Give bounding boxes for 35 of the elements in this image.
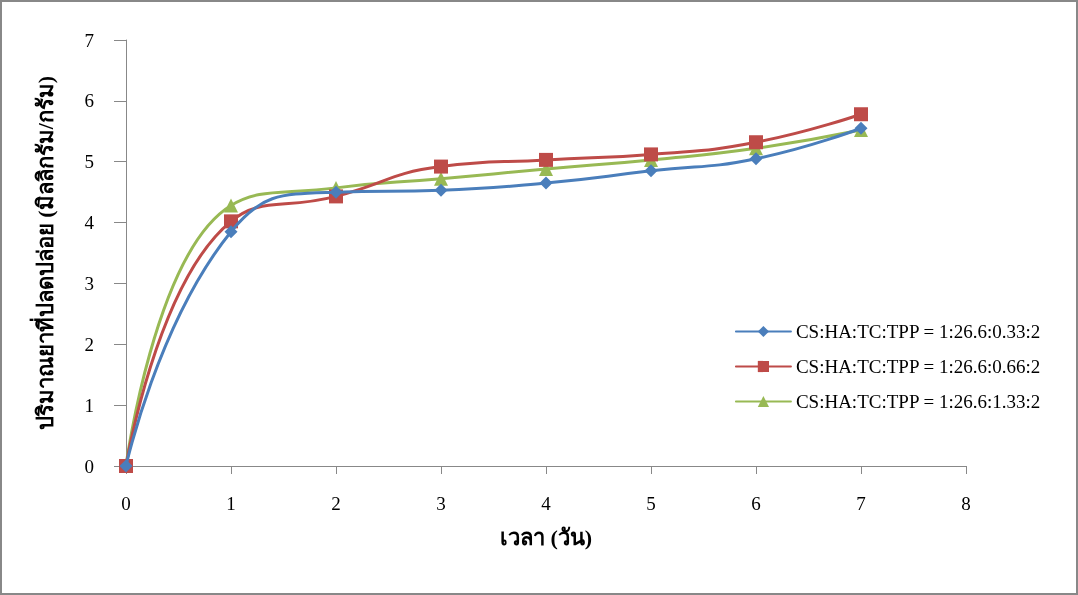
legend-label: CS:HA:TC:TPP = 1:26.6:0.33:2: [795, 321, 1041, 342]
x-axis-title: เวลา (วัน): [499, 524, 593, 550]
y-tick-label: 3: [84, 272, 94, 294]
y-tick-label: 4: [84, 212, 95, 234]
legend-label: CS:HA:TC:TPP = 1:26.6:0.66:2: [795, 356, 1041, 377]
x-tick-label: 7: [856, 493, 866, 514]
x-tick-label: 4: [541, 493, 552, 514]
x-tick-label: 5: [646, 493, 656, 514]
x-tick-label: 1: [226, 493, 236, 514]
point: [749, 135, 763, 150]
point: [644, 164, 658, 178]
point: [539, 176, 553, 190]
point: [434, 159, 448, 174]
y-tick-label: 6: [84, 90, 94, 112]
x-tick-label: 2: [331, 493, 341, 514]
legend-label: CS:HA:TC:TPP = 1:26.6:1.33:2: [795, 391, 1041, 412]
y-tick-label: 7: [84, 29, 94, 51]
y-tick-label: 0: [84, 455, 94, 477]
point: [644, 147, 658, 162]
x-tick-label: 3: [436, 493, 446, 514]
point: [224, 198, 238, 213]
point: [749, 152, 763, 166]
point: [224, 225, 238, 239]
point: [854, 107, 868, 122]
y-tick-label: 2: [84, 333, 94, 355]
y-axis-title: ปริมาณยาที่ปลดปล่อย (มิลลิกรัม/กรัม): [28, 75, 58, 431]
point: [539, 152, 553, 167]
point: [434, 171, 448, 186]
x-tick-label: 0: [121, 493, 131, 514]
y-tick-label: 1: [84, 394, 94, 416]
point: [329, 185, 343, 199]
y-tick-label: 5: [84, 151, 94, 173]
x-tick-label: 8: [961, 493, 971, 514]
point: [434, 183, 448, 197]
x-tick-label: 6: [751, 493, 761, 514]
